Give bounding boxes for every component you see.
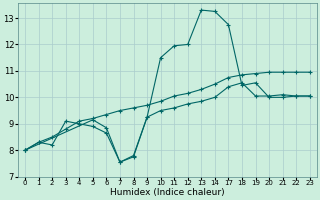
X-axis label: Humidex (Indice chaleur): Humidex (Indice chaleur) [110,188,225,197]
